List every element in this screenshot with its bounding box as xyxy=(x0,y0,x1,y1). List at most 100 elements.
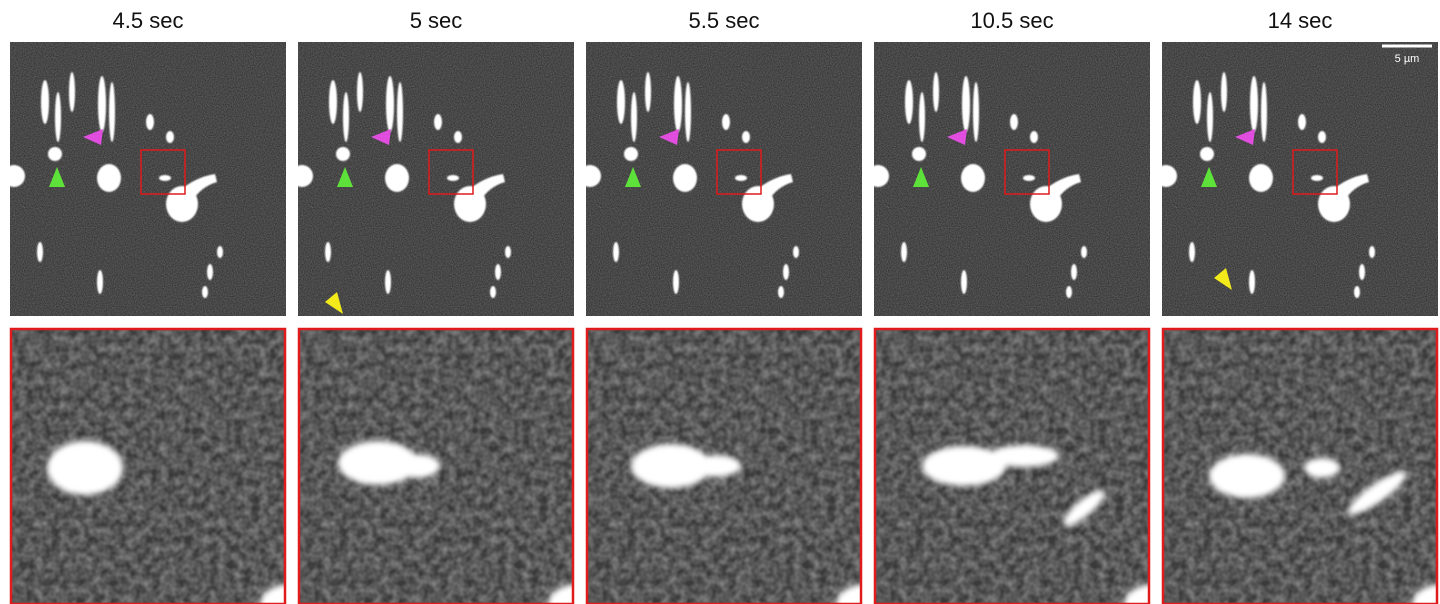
blob xyxy=(624,147,638,161)
streak xyxy=(97,270,103,294)
time-label: 10.5 sec xyxy=(970,8,1053,33)
zoom-blobs xyxy=(338,441,574,604)
corner-blob xyxy=(260,584,286,604)
overview-image xyxy=(586,42,862,316)
streak xyxy=(673,270,679,294)
zoom-blobs xyxy=(922,445,1150,604)
scale-bar-label: 5 µm xyxy=(1395,53,1420,65)
zoom-blobs xyxy=(47,441,286,604)
streak xyxy=(434,114,442,130)
roi-box xyxy=(716,149,762,195)
image-noise xyxy=(874,42,1150,316)
roi-box xyxy=(1004,149,1050,195)
structures xyxy=(1162,72,1375,298)
green-arrowhead xyxy=(49,167,65,187)
blob xyxy=(961,164,985,192)
zoom-blob xyxy=(396,454,440,478)
structures xyxy=(298,72,511,298)
streak xyxy=(631,92,637,142)
zoom-border xyxy=(873,327,1151,604)
streak xyxy=(1189,242,1195,262)
blob xyxy=(10,165,25,187)
blob xyxy=(874,165,889,187)
blob-tail xyxy=(178,174,217,202)
streak xyxy=(207,264,213,280)
streak xyxy=(1030,131,1038,143)
corner-blob xyxy=(1124,584,1150,604)
blob xyxy=(1200,147,1214,161)
blob-tail xyxy=(1042,174,1081,202)
zoom-blob xyxy=(338,441,418,485)
green-arrowhead xyxy=(625,167,641,187)
green-arrowhead xyxy=(913,167,929,187)
zoom-border xyxy=(9,327,287,604)
zoom-border xyxy=(1161,327,1439,604)
zoom-blob xyxy=(691,455,741,477)
corner-blob xyxy=(836,584,862,604)
blob-tail xyxy=(466,174,505,202)
streak xyxy=(505,246,511,258)
structures xyxy=(10,72,223,298)
streak xyxy=(202,286,208,298)
zoom-blob xyxy=(1063,490,1105,526)
blob xyxy=(673,164,697,192)
zoom-blob xyxy=(922,446,1006,486)
streak xyxy=(37,242,43,262)
yellow-arrowhead xyxy=(1214,268,1232,290)
magenta-arrowhead xyxy=(83,129,103,145)
streak xyxy=(357,72,363,112)
blob xyxy=(912,147,926,161)
streak xyxy=(166,131,174,143)
blob-tail xyxy=(754,174,793,202)
streak xyxy=(783,264,789,280)
image-noise xyxy=(586,42,862,316)
structures xyxy=(586,72,799,298)
streak xyxy=(454,131,462,143)
zoom-image xyxy=(873,327,1151,604)
streak xyxy=(490,286,496,298)
streak xyxy=(69,72,75,112)
overview-image xyxy=(874,42,1150,316)
streak xyxy=(901,242,907,262)
streak xyxy=(645,72,651,112)
blob xyxy=(1023,175,1035,181)
streak xyxy=(793,246,799,258)
streak xyxy=(1193,80,1201,124)
streak xyxy=(1369,246,1375,258)
zoom-content xyxy=(1162,328,1438,604)
zoom-content xyxy=(586,328,862,604)
zoom-border xyxy=(585,327,863,604)
streak xyxy=(933,72,939,112)
zoom-blob xyxy=(1209,454,1285,498)
streak xyxy=(613,242,619,262)
streak xyxy=(905,80,913,124)
streak xyxy=(617,80,625,124)
streak xyxy=(495,264,501,280)
zoom-blob xyxy=(631,444,711,488)
streak xyxy=(325,242,331,262)
blob xyxy=(298,165,313,187)
streak xyxy=(962,76,970,132)
streak xyxy=(1010,114,1018,130)
overview-image xyxy=(298,42,574,316)
time-label: 14 sec xyxy=(1268,8,1333,33)
zoom-blob xyxy=(989,445,1059,467)
roi-box xyxy=(140,149,186,195)
roi-box xyxy=(1292,149,1338,195)
blob xyxy=(48,147,62,161)
streak xyxy=(919,92,925,142)
streak xyxy=(1261,82,1267,142)
image-noise xyxy=(298,42,574,316)
blob-tail xyxy=(1330,174,1369,202)
corner-blob xyxy=(1412,584,1438,604)
blob xyxy=(1249,164,1273,192)
streak xyxy=(1071,264,1077,280)
time-label: 5.5 sec xyxy=(689,8,760,33)
overview-image xyxy=(1162,42,1438,316)
zoom-content xyxy=(298,328,574,604)
streak xyxy=(1250,76,1258,132)
blob xyxy=(336,147,350,161)
magenta-arrowhead xyxy=(659,129,679,145)
streak xyxy=(98,76,106,132)
streak xyxy=(1354,286,1360,298)
